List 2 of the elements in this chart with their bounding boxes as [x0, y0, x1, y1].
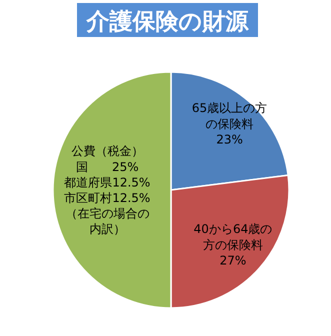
title: 介護保険の財源: [77, 3, 258, 37]
chart-title: 介護保険の財源: [84, 9, 250, 35]
